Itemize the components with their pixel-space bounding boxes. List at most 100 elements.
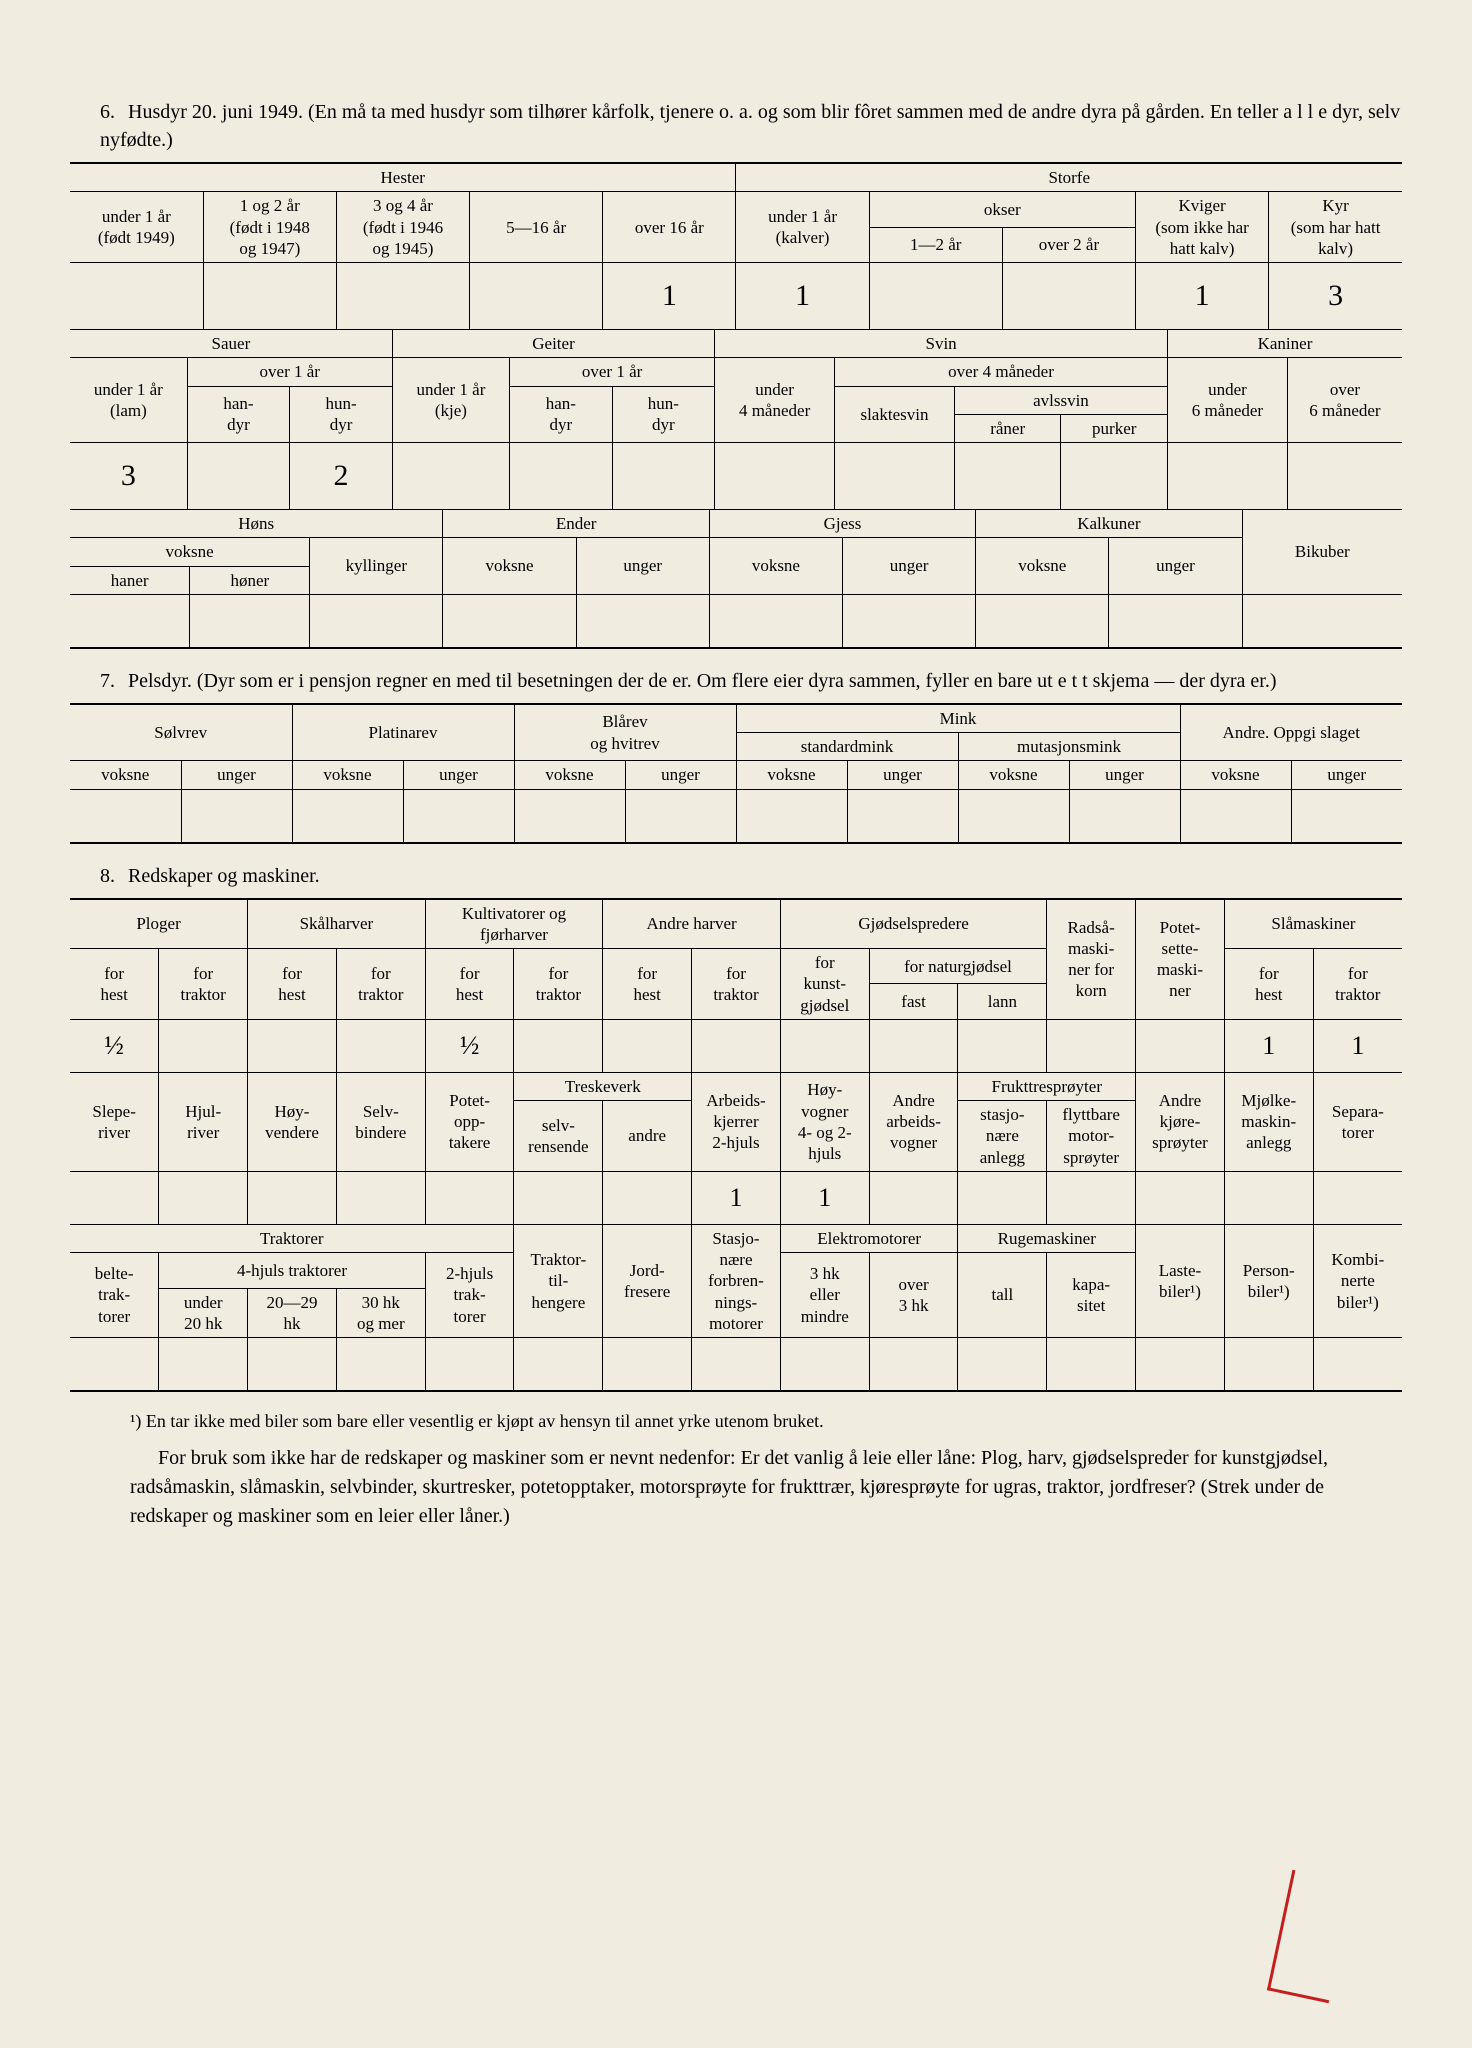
d7-4[interactable] [514, 789, 625, 843]
l7-1: unger [181, 761, 292, 789]
d8r1-10[interactable] [958, 1019, 1047, 1072]
d8r3-9[interactable] [869, 1338, 958, 1392]
d6b-5[interactable] [612, 443, 715, 510]
sauer-hun: hun-dyr [290, 386, 393, 443]
d6c-2[interactable] [310, 594, 443, 648]
d8r3-10[interactable] [958, 1338, 1047, 1392]
d6b-4[interactable] [510, 443, 613, 510]
d8r1-0[interactable]: ½ [70, 1019, 159, 1072]
d6c-5[interactable] [709, 594, 842, 648]
d8r3-12[interactable] [1136, 1338, 1225, 1392]
d8r3-0[interactable] [70, 1338, 159, 1392]
d8r3-1[interactable] [159, 1338, 248, 1392]
d8r2-13[interactable] [1224, 1171, 1313, 1224]
d8r2-11[interactable] [1047, 1171, 1136, 1224]
d8r3-3[interactable] [336, 1338, 425, 1392]
d6b-7[interactable] [835, 443, 955, 510]
d8r2-9[interactable] [869, 1171, 958, 1224]
r1c6: forhest [603, 949, 692, 1020]
d7-3[interactable] [403, 789, 514, 843]
d6b-9[interactable] [1061, 443, 1168, 510]
d6b-10[interactable] [1168, 443, 1288, 510]
d8r2-3[interactable] [336, 1171, 425, 1224]
d6a-2[interactable] [336, 263, 469, 330]
d6c-4[interactable] [576, 594, 709, 648]
d6a-9[interactable]: 3 [1269, 263, 1402, 330]
geit-han: han-dyr [510, 386, 613, 443]
d7-1[interactable] [181, 789, 292, 843]
d8r3-4[interactable] [425, 1338, 514, 1392]
d8r2-10[interactable] [958, 1171, 1047, 1224]
d8r1-4[interactable]: ½ [425, 1019, 514, 1072]
d8r1-7[interactable] [692, 1019, 781, 1072]
r1c0: forhest [70, 949, 159, 1020]
d6b-0[interactable]: 3 [70, 443, 187, 510]
d6b-1[interactable] [187, 443, 290, 510]
d7-9[interactable] [1069, 789, 1180, 843]
d8r1-13[interactable]: 1 [1224, 1019, 1313, 1072]
d8r1-2[interactable] [248, 1019, 337, 1072]
d6c-8[interactable] [1109, 594, 1242, 648]
d6a-4[interactable]: 1 [603, 263, 736, 330]
g-mink: Mink [736, 704, 1180, 733]
d8r2-4[interactable] [425, 1171, 514, 1224]
d6b-2[interactable]: 2 [290, 443, 393, 510]
d6c-9[interactable] [1242, 594, 1402, 648]
d6c-3[interactable] [443, 594, 576, 648]
d6b-11[interactable] [1287, 443, 1402, 510]
d6c-7[interactable] [976, 594, 1109, 648]
d8r2-7[interactable]: 1 [692, 1171, 781, 1224]
d8r1-8[interactable] [780, 1019, 869, 1072]
d7-7[interactable] [847, 789, 958, 843]
r1g3: Andre harver [603, 899, 781, 949]
d8r1-11[interactable] [1047, 1019, 1136, 1072]
d8r1-12[interactable] [1136, 1019, 1225, 1072]
d8r2-14[interactable] [1313, 1171, 1402, 1224]
d7-6[interactable] [736, 789, 847, 843]
d8r2-1[interactable] [159, 1171, 248, 1224]
d8r3-8[interactable] [780, 1338, 869, 1392]
d7-11[interactable] [1291, 789, 1402, 843]
d6a-5[interactable]: 1 [736, 263, 869, 330]
svin-o4: over 4 måneder [835, 358, 1168, 386]
d8r2-6[interactable] [603, 1171, 692, 1224]
d6c-0[interactable] [70, 594, 190, 648]
d8r1-5[interactable] [514, 1019, 603, 1072]
d7-5[interactable] [625, 789, 736, 843]
r2c4: Potet-opp-takere [425, 1072, 514, 1171]
d6a-1[interactable] [203, 263, 336, 330]
l7-3: unger [403, 761, 514, 789]
d8r3-14[interactable] [1313, 1338, 1402, 1392]
d6a-0[interactable] [70, 263, 203, 330]
d6b-3[interactable] [392, 443, 509, 510]
d8r3-5[interactable] [514, 1338, 603, 1392]
d8r2-8[interactable]: 1 [780, 1171, 869, 1224]
d8r1-14[interactable]: 1 [1313, 1019, 1402, 1072]
d6a-7[interactable] [1002, 263, 1135, 330]
d8r2-2[interactable] [248, 1171, 337, 1224]
d7-10[interactable] [1180, 789, 1291, 843]
d8r3-2[interactable] [248, 1338, 337, 1392]
d8r2-12[interactable] [1136, 1171, 1225, 1224]
r3-4h0: under20 hk [159, 1288, 248, 1338]
d8r1-9[interactable] [869, 1019, 958, 1072]
d8r2-0[interactable] [70, 1171, 159, 1224]
d8r3-7[interactable] [692, 1338, 781, 1392]
d6b-8[interactable] [954, 443, 1061, 510]
d8r1-1[interactable] [159, 1019, 248, 1072]
d7-0[interactable] [70, 789, 181, 843]
d6a-3[interactable] [470, 263, 603, 330]
d8r2-5[interactable] [514, 1171, 603, 1224]
d8r3-11[interactable] [1047, 1338, 1136, 1392]
d7-8[interactable] [958, 789, 1069, 843]
d6b-6[interactable] [715, 443, 835, 510]
d6a-8[interactable]: 1 [1136, 263, 1269, 330]
d7-2[interactable] [292, 789, 403, 843]
d8r1-3[interactable] [336, 1019, 425, 1072]
d8r1-6[interactable] [603, 1019, 692, 1072]
d6c-6[interactable] [843, 594, 976, 648]
d8r3-6[interactable] [603, 1338, 692, 1392]
d6c-1[interactable] [190, 594, 310, 648]
d6a-6[interactable] [869, 263, 1002, 330]
d8r3-13[interactable] [1224, 1338, 1313, 1392]
